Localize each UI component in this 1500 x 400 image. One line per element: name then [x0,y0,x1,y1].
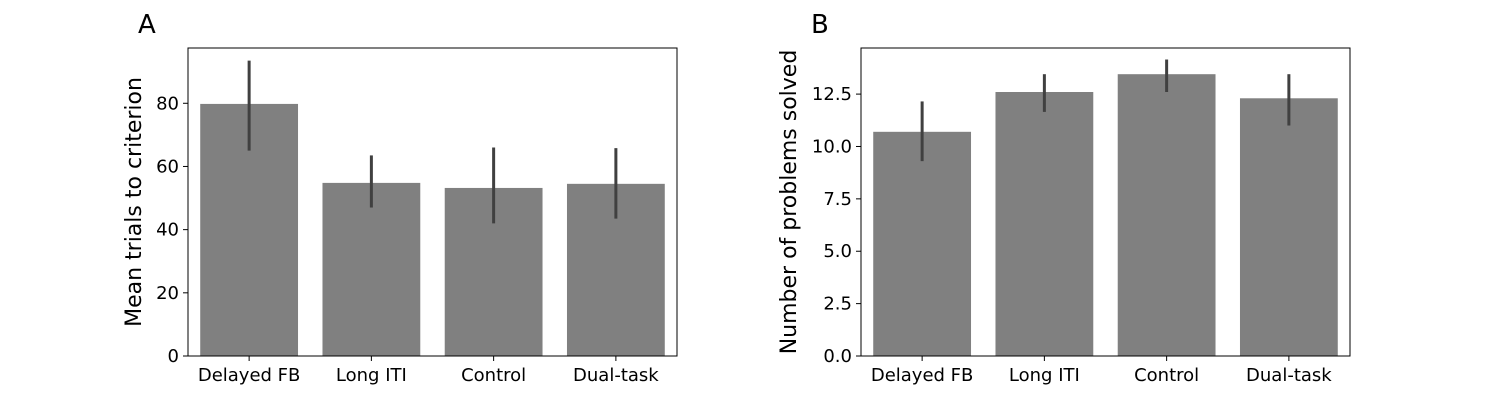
panel-b-y-tick-label: 10.0 [812,136,852,157]
panel-a-error-bars [247,60,618,224]
panel-a-y-tick-label: 0 [168,346,179,367]
panel-b-y-tick-label: 2.5 [823,294,852,315]
panel-b-x-axis: Delayed FB Long ITI Control Dual-task [871,356,1332,386]
panel-a-y-tick-label: 40 [156,220,179,241]
panel-b-y-tick-label: 12.5 [812,84,852,105]
panel-b-error-bars [920,59,1291,162]
panel-b: B 0.0 2.5 5.0 7.5 10.0 12.5 Delayed FB Long IT… [777,10,1351,386]
panel-b-plot-frame [860,47,1351,357]
panel-a-x-tick-label: Control [461,365,526,386]
panel-a-y-tick-label: 20 [156,283,179,304]
panel-a-plot-frame [187,47,678,357]
panel-a-x-axis: Delayed FB Long ITI Control Dual-task [198,356,659,386]
panel-b-y-tick-label: 7.5 [823,189,852,210]
panel-b-bar [1117,74,1216,356]
panel-b-y-tick-label: 5.0 [823,241,852,262]
panel-a-y-tick-label: 60 [156,156,179,177]
panel-a-y-axis: 0 20 40 60 80 [156,93,188,367]
panel-b-x-tick-label: Control [1134,365,1199,386]
panel-b-bar [873,131,972,356]
panel-a-bar [322,182,421,356]
panel-b-letter: B [811,10,829,40]
panel-a-x-tick-label: Delayed FB [198,365,301,386]
panel-a: A 0 20 40 60 80 Delayed FB Long ITI Control Dua… [122,10,678,386]
panel-b-y-tick-label: 0.0 [823,346,852,367]
panel-b-x-tick-label: Long ITI [1009,365,1080,386]
panel-b-bar [1239,98,1338,356]
panel-a-bars [200,103,665,356]
panel-a-x-tick-label: Dual-task [573,365,659,386]
panel-b-bars [873,74,1338,356]
panel-b-bar [995,92,1094,356]
panel-a-letter: A [138,10,156,40]
panel-b-y-axis: 0.0 2.5 5.0 7.5 10.0 12.5 [812,84,861,367]
panel-b-x-tick-label: Delayed FB [871,365,974,386]
panel-b-x-tick-label: Dual-task [1246,365,1332,386]
panel-a-x-tick-label: Long ITI [336,365,407,386]
panel-b-y-axis-label: Number of problems solved [777,50,802,355]
panel-a-y-tick-label: 80 [156,93,179,114]
panel-a-y-axis-label: Mean trials to criterion [122,77,147,327]
